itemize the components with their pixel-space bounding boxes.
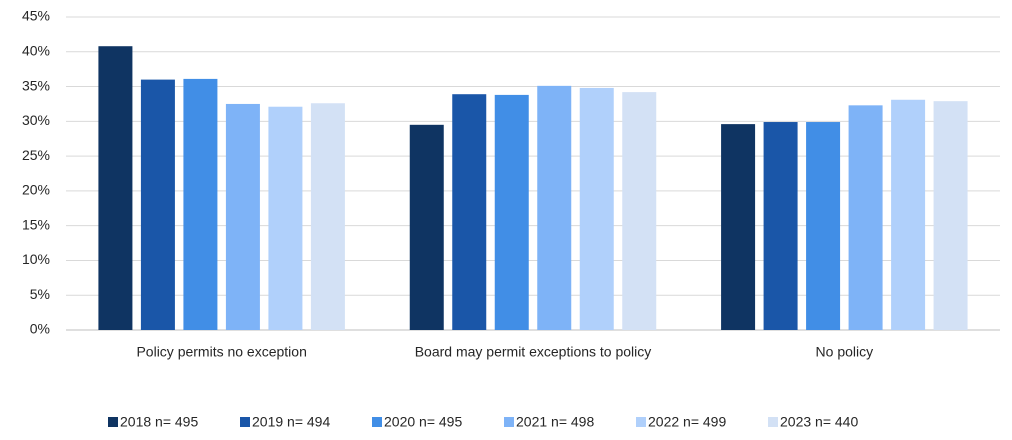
- bar: [537, 85, 572, 330]
- bar: [933, 101, 968, 330]
- bar: [891, 99, 926, 330]
- bar: [225, 103, 260, 330]
- bar: [98, 46, 133, 331]
- legend-label: 2021 n= 498: [516, 414, 594, 430]
- legend-swatch: [768, 417, 778, 427]
- bar: [622, 92, 657, 331]
- y-tick-label: 5%: [30, 286, 50, 302]
- bar: [452, 94, 487, 330]
- y-tick-label: 20%: [22, 182, 50, 198]
- bar: [579, 87, 614, 331]
- y-tick-label: 30%: [22, 112, 50, 128]
- bar: [268, 106, 303, 330]
- y-tick-label: 15%: [22, 216, 50, 232]
- legend-label: 2018 n= 495: [120, 414, 198, 430]
- y-tick-label: 25%: [22, 147, 50, 163]
- y-tick-label: 0%: [30, 321, 50, 337]
- legend-label: 2023 n= 440: [780, 414, 858, 430]
- y-tick-label: 45%: [22, 8, 50, 24]
- bar: [806, 122, 841, 330]
- legend-label: 2020 n= 495: [384, 414, 462, 430]
- x-tick-label: Policy permits no exception: [136, 344, 306, 360]
- legend-swatch: [240, 417, 250, 427]
- x-tick-label: Board may permit exceptions to policy: [415, 344, 652, 360]
- bar: [763, 122, 798, 330]
- bar: [310, 103, 345, 330]
- legend-label: 2022 n= 499: [648, 414, 726, 430]
- legend-swatch: [636, 417, 646, 427]
- bar: [140, 79, 175, 330]
- bar: [494, 94, 529, 330]
- bar: [409, 124, 444, 330]
- y-tick-label: 35%: [22, 77, 50, 93]
- y-tick-label: 10%: [22, 251, 50, 267]
- bar: [848, 105, 883, 330]
- legend-swatch: [504, 417, 514, 427]
- bar: [721, 124, 756, 330]
- legend-swatch: [108, 417, 118, 427]
- bar: [183, 78, 218, 330]
- x-tick-label: No policy: [816, 344, 874, 360]
- legend-swatch: [372, 417, 382, 427]
- y-tick-label: 40%: [22, 42, 50, 58]
- legend-label: 2019 n= 494: [252, 414, 330, 430]
